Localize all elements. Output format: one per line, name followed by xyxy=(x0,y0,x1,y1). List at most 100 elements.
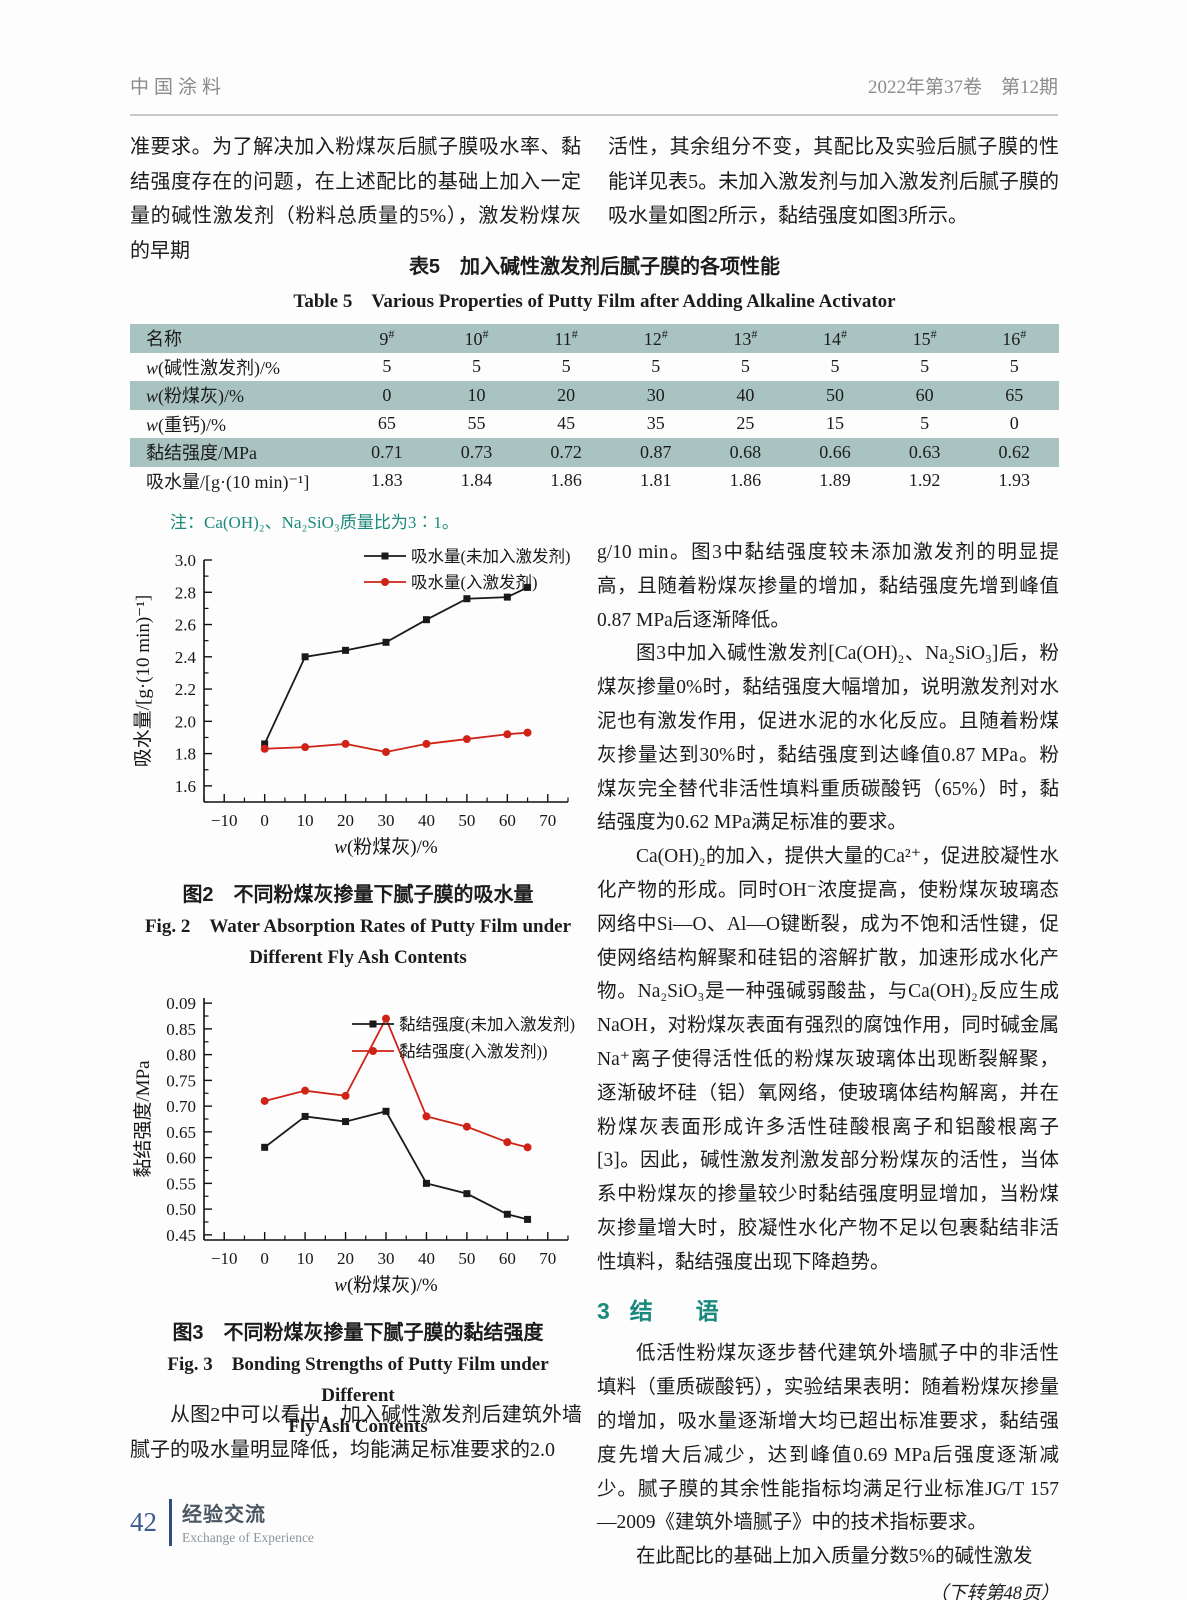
data-point-square xyxy=(503,593,511,601)
table5-cell: 0.71 xyxy=(371,441,403,462)
table5-cell: 0.87 xyxy=(639,441,672,462)
data-point-circle xyxy=(422,739,431,748)
table5-col-header: 9# xyxy=(379,326,395,349)
table5-row-label: w(碱性激发剂)/% xyxy=(146,357,280,378)
series-line xyxy=(264,1110,528,1221)
data-point-circle xyxy=(341,1091,350,1100)
data-point-circle xyxy=(301,1086,310,1095)
data-point-circle xyxy=(260,744,269,753)
figure2-chart: 1.6 1.8 2.0 2.2 2.4 2.6 2.8 3.0 −10 0 10 20 30 40 50 60… xyxy=(132,547,571,858)
series-line xyxy=(264,731,528,753)
table5-cell: 1.93 xyxy=(998,470,1030,491)
svg-text:0.55: 0.55 xyxy=(166,1174,196,1193)
table5-row: 黏结强度/MPa 0.71 0.73 0.72 0.87 0.68 0.66 0.63 0.62 xyxy=(130,438,1059,467)
table5: 名称 9# 10# 11# 12# 13# 14# 15# 16# w(碱性激发剂)/% 5 5 5 5… xyxy=(130,324,1059,495)
table5-col-header: 名称 xyxy=(146,329,182,350)
table5-cell: 45 xyxy=(557,413,576,434)
figure3-chart: 0.45 0.50 0.55 0.60 0.65 0.70 0.75 0.80 0.85 0.09… xyxy=(132,994,575,1296)
table5-cell: 5 xyxy=(561,356,571,377)
footer-column-zh: 经验交流 xyxy=(182,1504,266,1526)
figure3-caption-en: Fig. 3 Bonding Strengths of Putty Film u… xyxy=(132,1349,584,1442)
table5-cell: 65 xyxy=(1005,384,1024,405)
table5-cell: 60 xyxy=(915,384,934,405)
table5-row-label: 黏结强度/MPa xyxy=(146,443,258,464)
journal-name: 中国涂料 xyxy=(130,77,227,98)
svg-text:0.70: 0.70 xyxy=(166,1097,196,1116)
data-point-square xyxy=(301,653,309,661)
footer-column-info: 经验交流 Exchange of Experience xyxy=(182,1498,314,1546)
series-line xyxy=(263,586,528,745)
data-point-circle xyxy=(503,730,512,739)
table5-cell: 5 xyxy=(382,356,392,377)
figure2-caption-zh: 图2 不同粉煤灰掺量下腻子膜的吸水量 xyxy=(182,884,534,906)
table5-cell: 1.84 xyxy=(460,470,493,491)
table5-cell: 65 xyxy=(377,413,396,434)
table5-title-zh: 表5 加入碱性激发剂后腻子膜的各项性能 xyxy=(408,256,781,278)
table5-cell: 40 xyxy=(736,384,755,405)
table5-cell: 35 xyxy=(646,413,665,434)
data-point-circle xyxy=(503,1138,512,1147)
figure3-caption-en-line2: Fly Ash Contents xyxy=(288,1416,428,1437)
svg-text:3.0: 3.0 xyxy=(175,551,196,570)
svg-text:0.80: 0.80 xyxy=(166,1046,196,1065)
table5-cell: 1.86 xyxy=(729,470,762,491)
page-number: 42 xyxy=(130,1506,157,1537)
data-point-square xyxy=(382,1107,390,1115)
table5-block: 表5 加入碱性激发剂后腻子膜的各项性能 Table 5 Various Prop… xyxy=(130,250,1059,533)
table5-cell: 0.68 xyxy=(729,441,762,462)
figure3-caption-zh: 图3 不同粉煤灰掺量下腻子膜的黏结强度 xyxy=(172,1322,544,1344)
svg-text:2.8: 2.8 xyxy=(175,583,196,602)
svg-text:2.4: 2.4 xyxy=(175,648,197,667)
legend-label: 吸水量(入激发剂) xyxy=(411,573,538,592)
table5-body: w(碱性激发剂)/% 5 5 5 5 5 5 5 5 w(粉煤灰)/% 0 10 20 30 40 50 60 6… xyxy=(130,353,1059,496)
svg-text:2.0: 2.0 xyxy=(175,712,196,731)
figure2-caption-en: Fig. 2 Water Absorption Rates of Putty F… xyxy=(132,911,584,973)
table5-cell: 1.89 xyxy=(819,470,851,491)
legend-label: 吸水量(未加入激发剂) xyxy=(411,547,571,566)
right-column: g/10 min。图3中黏结强度较未添加激发剂的明显提高，且随着粉煤灰掺量的增加… xyxy=(597,536,1059,1600)
series-line xyxy=(264,1016,528,1149)
section-heading-conclusion: 3 结 语 xyxy=(597,1295,1059,1329)
data-point-circle xyxy=(382,1014,390,1023)
data-point-circle xyxy=(462,735,471,744)
figure2-caption-en-line1: Fig. 2 Water Absorption Rates of Putty F… xyxy=(144,916,572,937)
table5-row: w(碱性激发剂)/% 5 5 5 5 5 5 5 5 xyxy=(130,353,1059,382)
figure2-caption-en-line2: Different Fly Ash Contents xyxy=(249,947,467,968)
data-point-circle xyxy=(523,1143,532,1152)
table5-cell: 5 xyxy=(651,356,661,377)
intro-left-paragraph: 准要求。为了解决加入粉煤灰后腻子膜吸水率、黏结强度存在的问题，在上述配比的基础上… xyxy=(130,136,581,262)
table5-cell: 0.63 xyxy=(908,441,941,462)
table5-row-label: w(粉煤灰)/% xyxy=(146,386,244,407)
svg-text:20: 20 xyxy=(337,811,354,830)
continued-note: （下转第48页） xyxy=(929,1583,1059,1600)
svg-text:30: 30 xyxy=(378,811,395,830)
table5-cell: 0.73 xyxy=(460,441,493,462)
svg-text:2.2: 2.2 xyxy=(175,680,196,699)
body-paragraph-4: 低活性粉煤灰逐步替代建筑外墙腻子中的非活性填料（重质碳酸钙），实验结果表明：随着… xyxy=(597,1343,1059,1534)
table5-cell: 1.86 xyxy=(550,470,582,491)
legend-label: 黏结强度(入激发剂)) xyxy=(399,1042,547,1061)
svg-text:60: 60 xyxy=(499,1249,516,1268)
table5-cell: 5 xyxy=(830,356,840,377)
section-title: 结 语 xyxy=(629,1297,729,1324)
table5-cell: 20 xyxy=(557,384,576,405)
table5-note: 注：Ca(OH)₂、Na₂SiO₃质量比为3∶1。 xyxy=(170,513,459,532)
data-point-square xyxy=(463,595,471,603)
page-header: 中国涂料 2022年第37卷 第12期 xyxy=(130,72,1058,116)
data-point-circle xyxy=(422,1112,431,1121)
table5-cell: 10 xyxy=(467,384,486,405)
table5-cell: 0 xyxy=(1009,413,1019,434)
table5-row: w(粉煤灰)/% 0 10 20 30 40 50 60 65 xyxy=(130,381,1059,410)
y-axis-label: 黏结强度/MPa xyxy=(132,1060,154,1178)
table5-cell: 5 xyxy=(920,413,930,434)
table5-cell: 25 xyxy=(736,413,755,434)
data-point-square xyxy=(261,740,269,748)
svg-text:2.6: 2.6 xyxy=(175,616,196,635)
table5-cell: 55 xyxy=(467,413,486,434)
svg-text:0.60: 0.60 xyxy=(166,1149,196,1168)
intro-section: 准要求。为了解决加入粉煤灰后腻子膜吸水率、黏结强度存在的问题，在上述配比的基础上… xyxy=(130,130,1059,268)
svg-text:50: 50 xyxy=(458,1249,475,1268)
svg-text:70: 70 xyxy=(539,1249,556,1268)
svg-text:0.85: 0.85 xyxy=(166,1020,196,1039)
